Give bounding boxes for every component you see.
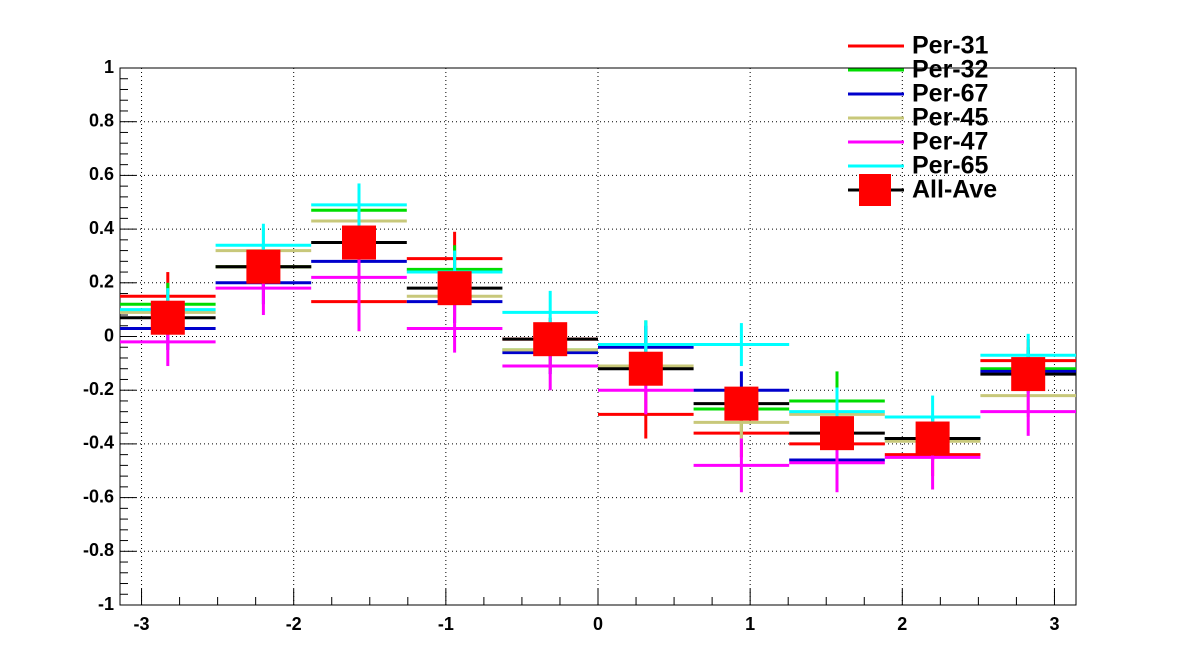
marker [724, 386, 759, 421]
marker [246, 249, 281, 284]
y-tick-label: -0.4 [83, 433, 114, 453]
y-tick-label: 1 [104, 57, 114, 77]
marker [342, 225, 376, 260]
y-tick-label: 0 [104, 325, 114, 345]
x-tick-label: 3 [1049, 614, 1059, 634]
marker [628, 351, 663, 386]
y-tick-label: 0.4 [89, 218, 114, 238]
x-tick-label: -3 [134, 614, 150, 634]
legend-label: Per-65 [912, 152, 989, 180]
legend-label: Per-45 [912, 104, 989, 132]
x-tick-label: -2 [286, 614, 302, 634]
y-tick-label: 0.6 [89, 164, 114, 184]
y-tick-label: -0.2 [83, 379, 114, 399]
marker [533, 322, 568, 357]
x-tick-label: -1 [438, 614, 454, 634]
marker [820, 416, 854, 451]
legend-label: Per-67 [912, 80, 988, 108]
x-tick-label: 0 [593, 614, 603, 634]
y-tick-label: -0.8 [83, 540, 114, 560]
legend-marker [859, 174, 891, 206]
x-tick-label: 1 [745, 614, 755, 634]
legend-label: Per-31 [912, 32, 989, 60]
y-tick-label: -0.6 [83, 486, 114, 506]
marker [1011, 357, 1046, 392]
plot-frame [119, 67, 1077, 606]
legend-label: Per-47 [912, 128, 988, 156]
marker [437, 271, 472, 306]
y-tick-label: 0.8 [89, 110, 114, 130]
marker [150, 300, 185, 335]
y-tick-label: -1 [98, 594, 114, 614]
marker [915, 421, 950, 456]
legend-label: Per-32 [912, 56, 988, 84]
y-tick-label: 0.2 [89, 272, 114, 292]
legend-label: All-Ave [912, 176, 997, 204]
x-tick-label: 2 [897, 614, 907, 634]
